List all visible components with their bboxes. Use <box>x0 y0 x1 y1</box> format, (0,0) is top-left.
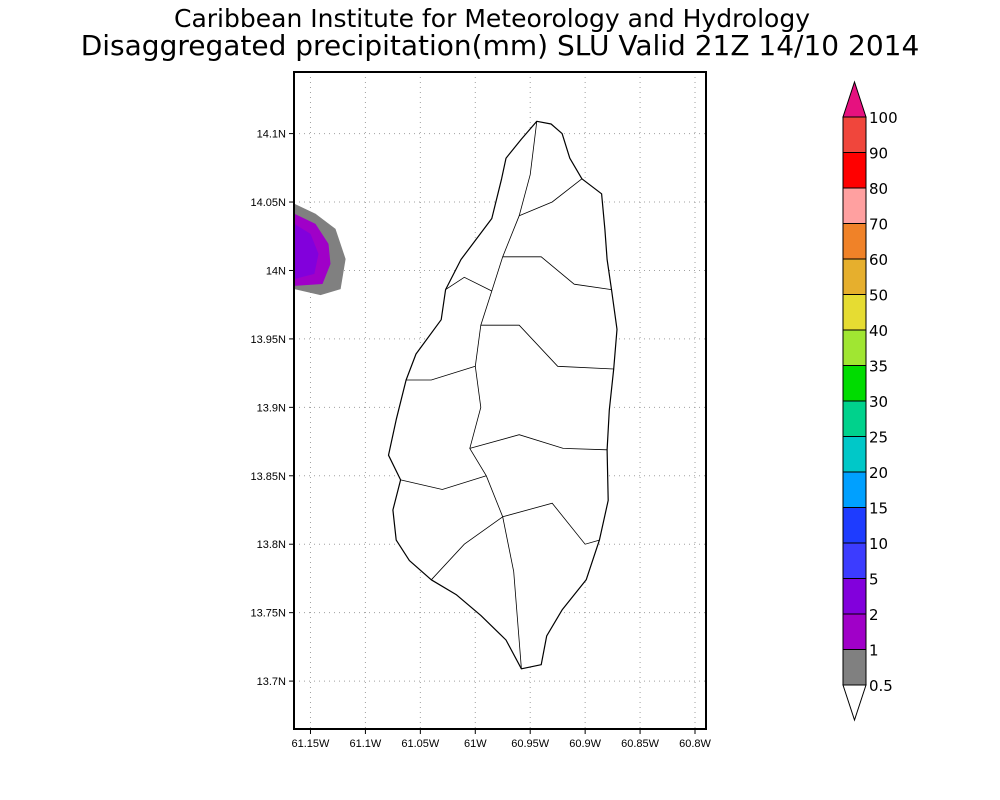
colorbar-label: 15 <box>869 500 888 518</box>
map-frame <box>293 71 707 730</box>
x-axis: 61.15W 61.1W 61.05W 61W 60.95W 60.9W 60.85W 60.… <box>292 729 712 750</box>
colorbar-label: 0.5 <box>869 677 893 695</box>
colorbar-box-20 <box>842 436 867 473</box>
x-tick-label: 60.9W <box>569 738 601 750</box>
y-tick-label: 13.85N <box>251 471 287 483</box>
basin-boundary <box>406 365 476 381</box>
basin-boundary <box>431 516 503 581</box>
basin-boundary <box>469 434 608 451</box>
colorbar-label: 80 <box>869 180 888 198</box>
y-tick-label: 13.9N <box>257 402 286 414</box>
basin-boundary <box>480 324 614 370</box>
colorbar-box-90 <box>842 116 867 153</box>
precip-contours <box>294 203 346 296</box>
colorbar-box-1 <box>842 613 867 650</box>
y-tick-label: 13.95N <box>251 334 287 346</box>
colorbar-over-triangle <box>842 80 867 118</box>
basin-boundary <box>400 475 487 490</box>
colorbar-label: 1 <box>869 642 879 660</box>
colorbar-label: 2 <box>869 606 879 624</box>
colorbar-label: 10 <box>869 535 888 553</box>
y-axis: 14.1N 14.05N 14N 13.95N 13.9N 13.85N 13.8N 13.7… <box>251 129 294 688</box>
colorbar-box-30 <box>842 365 867 402</box>
colorbar-label: 40 <box>869 322 888 340</box>
basin-boundary <box>502 256 612 290</box>
colorbar-label: 25 <box>869 429 888 447</box>
colorbar-label: 100 <box>869 109 898 127</box>
colorbar-box-0.5 <box>842 649 867 686</box>
y-tick-label: 14.05N <box>251 197 287 209</box>
y-tick-label: 13.7N <box>257 676 286 688</box>
x-tick-label: 60.8W <box>679 738 711 750</box>
colorbar-label: 5 <box>869 571 879 589</box>
colorbar-box-25 <box>842 400 867 437</box>
basin-boundary <box>502 502 600 545</box>
y-tick-label: 14.1N <box>257 129 286 141</box>
x-tick-label: 60.85W <box>621 738 660 750</box>
colorbar-box-35 <box>842 329 867 366</box>
colorbar-box-15 <box>842 471 867 508</box>
x-tick-label: 61.1W <box>350 738 382 750</box>
colorbar-label: 60 <box>869 251 888 269</box>
colorbar-box-80 <box>842 152 867 189</box>
colorbar-box-60 <box>842 223 867 260</box>
y-tick-label: 13.8N <box>257 539 286 551</box>
colorbar-box-5 <box>842 542 867 579</box>
colorbar-box-2 <box>842 578 867 615</box>
island-saint-lucia <box>387 120 618 670</box>
colorbar-label: 90 <box>869 145 888 163</box>
colorbar-box-10 <box>842 507 867 544</box>
colorbar-box-40 <box>842 294 867 331</box>
colorbar-under-triangle <box>842 684 867 722</box>
y-tick-label: 14N <box>266 265 286 277</box>
colorbar-label: 20 <box>869 464 888 482</box>
basin-boundary <box>445 276 492 292</box>
colorbar-box-50 <box>842 258 867 295</box>
x-tick-label: 61W <box>464 738 487 750</box>
island-coastline <box>387 120 618 670</box>
colorbar-label: 50 <box>869 287 888 305</box>
x-tick-label: 60.95W <box>511 738 550 750</box>
precip-contour-2-5 <box>294 223 319 279</box>
colorbar-label: 35 <box>869 358 888 376</box>
basin-boundary <box>519 178 583 217</box>
colorbar-label: 30 <box>869 393 888 411</box>
colorbar-box-70 <box>842 187 867 224</box>
colorbar-label: 70 <box>869 216 888 234</box>
x-tick-label: 61.05W <box>401 738 440 750</box>
title-line-2: Disaggregated precipitation(mm) SLU Vali… <box>81 29 920 62</box>
x-tick-label: 61.15W <box>292 738 331 750</box>
y-tick-label: 13.75N <box>251 608 287 620</box>
title-line-1: Caribbean Institute for Meteorology and … <box>174 4 810 33</box>
